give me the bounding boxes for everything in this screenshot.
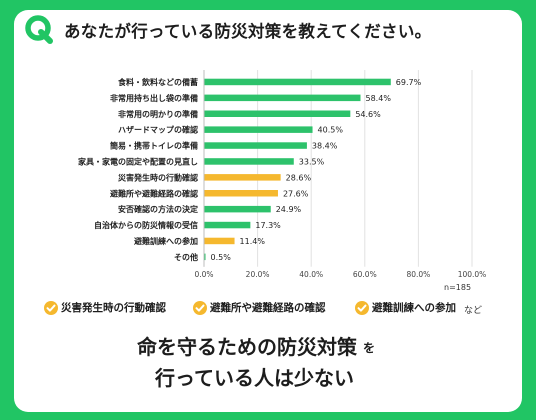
category-label: 食料・飲料などの備蓄 (118, 77, 198, 87)
value-label: 33.5% (299, 157, 325, 166)
value-label: 27.6% (283, 189, 309, 198)
value-label: 38.4% (312, 142, 338, 151)
question-title: あなたが行っている防災対策を教えてください。 (64, 22, 432, 41)
q-icon (25, 15, 53, 44)
legend-label: 避難訓練への参加 (372, 302, 456, 314)
x-tick-label: 60.0% (353, 270, 377, 279)
x-tick-label: 0.0% (194, 270, 213, 279)
category-label: 非常用の明かりの準備 (118, 109, 198, 119)
headline-main: 命を守るための防災対策 (135, 331, 359, 360)
legend-label: 避難所や避難経路の確認 (210, 302, 326, 314)
x-tick-label: 20.0% (246, 270, 270, 279)
bar (204, 158, 294, 165)
headline-line-2: 行っている人は少ない (155, 366, 354, 390)
legend-label: 災害発生時の行動確認 (61, 302, 166, 314)
headline-particle: を (363, 341, 376, 355)
bar (204, 94, 361, 102)
value-label: 28.6% (286, 173, 312, 182)
legend-item: 災害発生時の行動確認 (44, 300, 166, 315)
value-label: 17.3% (255, 221, 281, 230)
value-label: 24.9% (276, 205, 302, 214)
sample-size-label: n=185 (444, 283, 472, 292)
category-label: 簡易・携帯トイレの準備 (110, 141, 198, 151)
value-label: 11.4% (240, 237, 266, 246)
legend-suffix: など (464, 306, 483, 316)
bar (204, 221, 251, 229)
category-label: 非常用持ち出し袋の準備 (110, 93, 198, 103)
bar (204, 174, 281, 181)
category-label: 自治体からの防災情報の受信 (94, 220, 198, 230)
category-label: 家具・家電の固定や配置の見直し (78, 156, 198, 166)
category-label: 安否確認の方法の決定 (118, 204, 198, 214)
check-icon (44, 300, 58, 315)
category-label: 災害発生時の行動確認 (117, 172, 198, 182)
bar (204, 110, 351, 117)
category-label: その他 (174, 252, 198, 262)
category-label: ハザードマップの確認 (118, 125, 198, 135)
value-label: 0.5% (211, 253, 232, 262)
value-label: 40.5% (318, 126, 344, 135)
bar-chart: 0.0% 20.0% 40.0% 60.0% 80.0% 100.0% 食料・飲料などの備蓄… (78, 70, 487, 279)
bar (204, 205, 271, 213)
bar (204, 78, 391, 86)
headline-line-1: 命を守るための防災対策 を (135, 331, 375, 360)
check-icon (193, 300, 207, 315)
bar (204, 237, 235, 245)
category-label: 避難所や避難経路の確認 (110, 188, 198, 198)
bar (204, 253, 206, 261)
legend-item: 避難訓練への参加 (355, 300, 456, 315)
bar (204, 142, 307, 149)
bar (204, 190, 278, 197)
x-tick-label: 80.0% (406, 270, 430, 279)
bar (204, 126, 313, 133)
check-icon (355, 300, 369, 315)
value-label: 54.6% (355, 110, 381, 119)
x-tick-label: 100.0% (458, 270, 487, 279)
value-label: 58.4% (366, 94, 392, 103)
category-label: 避難訓練への参加 (134, 236, 198, 246)
value-label: 69.7% (396, 78, 422, 87)
legend-item: 避難所や避難経路の確認 (193, 300, 326, 315)
x-tick-label: 40.0% (299, 270, 323, 279)
